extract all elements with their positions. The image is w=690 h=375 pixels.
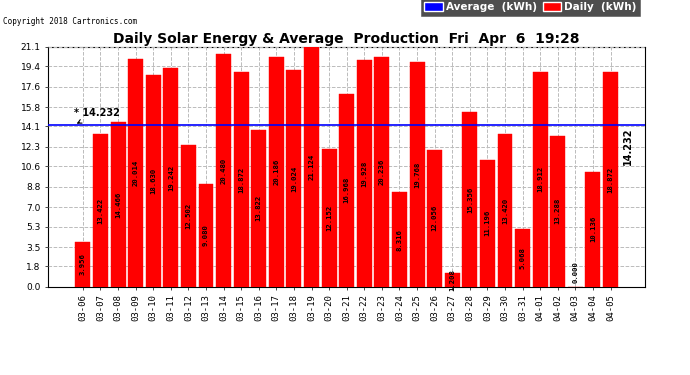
Bar <box>497 134 513 287</box>
Text: 15.356: 15.356 <box>467 186 473 213</box>
Bar <box>181 145 196 287</box>
Text: * 14.232: * 14.232 <box>74 108 120 123</box>
Bar <box>146 75 161 287</box>
Bar <box>75 242 90 287</box>
Text: 12.152: 12.152 <box>326 205 332 231</box>
Text: 1.208: 1.208 <box>449 269 455 291</box>
Text: 18.872: 18.872 <box>238 166 244 193</box>
Bar <box>128 59 143 287</box>
Legend: Average  (kWh), Daily  (kWh): Average (kWh), Daily (kWh) <box>422 0 640 15</box>
Text: 8.316: 8.316 <box>397 229 402 251</box>
Bar <box>199 184 213 287</box>
Bar <box>427 150 442 287</box>
Text: 13.422: 13.422 <box>97 197 104 223</box>
Text: 19.768: 19.768 <box>414 161 420 188</box>
Bar <box>93 134 108 287</box>
Bar <box>515 229 530 287</box>
Title: Daily Solar Energy & Average  Production  Fri  Apr  6  19:28: Daily Solar Energy & Average Production … <box>113 32 580 46</box>
Text: 0.000: 0.000 <box>573 262 578 284</box>
Bar <box>216 54 231 287</box>
Bar <box>110 122 126 287</box>
Text: Copyright 2018 Cartronics.com: Copyright 2018 Cartronics.com <box>3 17 137 26</box>
Bar <box>251 130 266 287</box>
Bar <box>339 94 354 287</box>
Text: 18.872: 18.872 <box>608 166 613 193</box>
Text: 16.968: 16.968 <box>344 177 350 204</box>
Bar <box>375 57 389 287</box>
Bar <box>322 148 337 287</box>
Bar <box>445 273 460 287</box>
Bar <box>603 72 618 287</box>
Text: 11.196: 11.196 <box>484 210 491 236</box>
Text: 21.124: 21.124 <box>308 154 315 180</box>
Bar <box>462 112 477 287</box>
Text: 13.420: 13.420 <box>502 197 508 223</box>
Bar <box>551 136 565 287</box>
Text: 19.024: 19.024 <box>291 165 297 192</box>
Bar <box>392 192 407 287</box>
Text: 12.502: 12.502 <box>186 202 191 229</box>
Text: 19.928: 19.928 <box>362 160 367 187</box>
Text: 20.480: 20.480 <box>221 157 226 183</box>
Text: 20.236: 20.236 <box>379 159 385 185</box>
Text: 18.912: 18.912 <box>538 166 543 192</box>
Bar <box>410 62 424 287</box>
Bar <box>304 46 319 287</box>
Bar <box>533 72 548 287</box>
Text: 20.186: 20.186 <box>273 159 279 185</box>
Text: 19.242: 19.242 <box>168 164 174 190</box>
Text: 10.136: 10.136 <box>590 216 596 242</box>
Text: 5.068: 5.068 <box>520 247 526 269</box>
Text: 3.956: 3.956 <box>80 254 86 275</box>
Text: 18.630: 18.630 <box>150 168 156 194</box>
Bar <box>286 70 302 287</box>
Text: 14.232: 14.232 <box>623 127 633 165</box>
Bar <box>234 72 248 287</box>
Bar <box>480 159 495 287</box>
Text: 20.014: 20.014 <box>132 160 139 186</box>
Bar <box>269 57 284 287</box>
Text: 14.466: 14.466 <box>115 192 121 218</box>
Text: 13.822: 13.822 <box>256 195 262 221</box>
Text: 12.056: 12.056 <box>432 205 437 231</box>
Text: 9.080: 9.080 <box>203 224 209 246</box>
Bar <box>164 68 178 287</box>
Bar <box>586 172 600 287</box>
Text: 13.288: 13.288 <box>555 198 561 224</box>
Bar <box>357 60 372 287</box>
